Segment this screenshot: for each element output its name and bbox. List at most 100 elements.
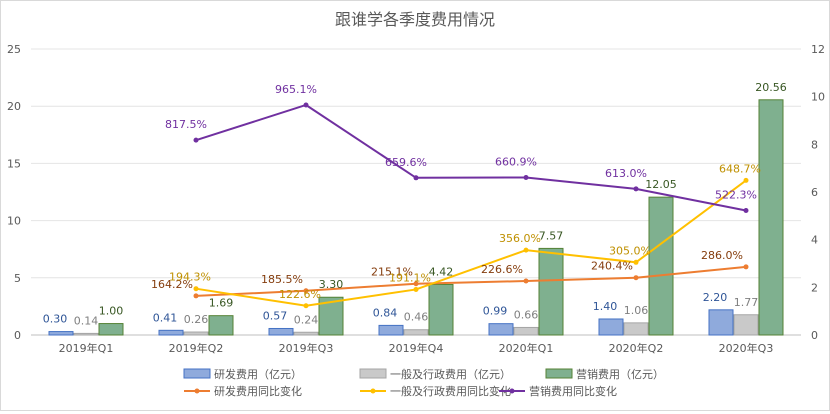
line-point	[743, 208, 749, 214]
x-tick-label: 2020年Q3	[719, 341, 774, 355]
line-point	[193, 293, 199, 299]
bar	[648, 196, 674, 336]
line-data-label: 613.0%	[605, 167, 647, 180]
bar-data-label: 20.56	[755, 81, 787, 94]
bar	[428, 283, 454, 336]
line-point	[743, 177, 749, 183]
bar	[268, 327, 294, 336]
bar	[158, 329, 184, 336]
bar-data-label: 0.14	[74, 314, 99, 327]
bar	[623, 322, 649, 336]
y-left-tick-label: 5	[14, 272, 21, 285]
line-point	[303, 288, 309, 294]
line-data-labels: 164.2% 185.5% 215.1% 226.6% 240.4% 286.0% 194.…	[151, 83, 761, 301]
x-tick-label: 2020年Q1	[499, 341, 554, 355]
line-point	[523, 174, 529, 180]
legend-swatch	[183, 368, 211, 379]
line-point	[193, 137, 199, 143]
line-data-label: 965.1%	[275, 83, 317, 96]
series-line	[195, 103, 747, 212]
legend-label: 营销费用同比变化	[529, 384, 617, 398]
legend-label: 一般及行政费用（亿元）	[390, 367, 511, 381]
gridlines	[31, 48, 801, 336]
bar	[208, 315, 234, 336]
bar	[403, 329, 429, 336]
bar	[98, 323, 124, 336]
bar-data-label: 0.41	[153, 311, 178, 324]
y-right-tick-label: 2	[811, 281, 818, 294]
line-point	[633, 275, 639, 281]
legend-marker	[509, 388, 515, 394]
line-data-label: 240.4%	[591, 260, 633, 273]
line-point	[523, 247, 529, 253]
line-data-label: 122.6%	[279, 288, 321, 301]
legend-item: 研发费用同比变化	[184, 384, 302, 398]
y-left-tick-label: 20	[7, 100, 21, 113]
y-left-tick-label: 10	[7, 215, 21, 228]
bar-data-label: 4.42	[429, 265, 454, 278]
legend-item: 一般及行政费用同比变化	[360, 384, 511, 398]
bar-data-label: 1.69	[209, 297, 234, 310]
x-tick-label: 2019年Q2	[169, 341, 224, 355]
line-data-label: 660.9%	[495, 155, 537, 168]
bar	[378, 324, 404, 336]
line-point	[413, 281, 419, 287]
line-series	[193, 102, 749, 309]
line-data-label: 164.2%	[151, 278, 193, 291]
legend-item: 营销费用（亿元）	[545, 367, 664, 381]
bar	[488, 323, 514, 336]
y-right-tick-label: 4	[811, 234, 818, 247]
bar-data-label: 3.30	[319, 278, 344, 291]
legend-label: 营销费用（亿元）	[576, 367, 664, 381]
line-point	[523, 278, 529, 284]
bar	[733, 314, 759, 336]
bar	[538, 247, 564, 336]
y-axis-left: 0 5 10 15 20 25	[7, 43, 21, 342]
line-point	[303, 303, 309, 309]
bar-data-label: 1.40	[593, 300, 618, 313]
bar-data-label: 1.00	[99, 305, 124, 318]
legend-label: 研发费用同比变化	[214, 384, 302, 398]
chart-title: 跟谁学各季度费用情况	[335, 10, 495, 29]
legend-label: 一般及行政费用同比变化	[390, 384, 511, 398]
line-data-label: 286.0%	[701, 249, 743, 262]
legend: 研发费用（亿元） 一般及行政费用（亿元） 营销费用（亿元） 研发费用同比变化 一般及行政…	[183, 367, 664, 398]
y-right-tick-label: 0	[811, 329, 818, 342]
line-point	[413, 175, 419, 181]
bar	[598, 318, 624, 336]
y-right-tick-label: 12	[811, 43, 825, 56]
bar-data-labels: 0.30 0.41 0.57 0.84 0.99 1.40 2.20 0.14 0.26 0.24…	[43, 81, 787, 328]
line-data-label: 194.3%	[169, 271, 211, 284]
legend-swatch	[545, 368, 573, 379]
legend-label: 研发费用（亿元）	[214, 367, 302, 381]
bar-data-label: 1.77	[734, 296, 759, 309]
x-tick-label: 2019年Q3	[279, 341, 334, 355]
line-data-label: 215.1%	[371, 266, 413, 279]
line-point	[303, 102, 309, 108]
bar	[48, 331, 74, 336]
line-data-label: 648.7%	[719, 162, 761, 175]
line-data-label: 522.3%	[715, 189, 757, 202]
y-right-tick-label: 6	[811, 186, 818, 199]
series-line	[195, 265, 747, 297]
y-left-tick-label: 0	[14, 329, 21, 342]
x-tick-label: 2020年Q2	[609, 341, 664, 355]
bar-data-label: 0.66	[514, 308, 539, 321]
legend-item: 一般及行政费用（亿元）	[359, 367, 511, 381]
legend-item: 研发费用（亿元）	[183, 367, 302, 381]
bar-data-label: 0.30	[43, 313, 68, 326]
y-right-tick-label: 10	[811, 91, 825, 104]
line-data-label: 817.5%	[165, 118, 207, 131]
bar	[293, 331, 319, 336]
bar-data-label: 0.57	[263, 309, 288, 322]
line-point	[413, 286, 419, 292]
bar-data-label: 2.20	[703, 291, 728, 304]
x-tick-label: 2019年Q4	[389, 341, 444, 355]
line-data-label: 659.6%	[385, 156, 427, 169]
legend-swatch	[359, 368, 387, 379]
bar-data-label: 12.05	[645, 178, 677, 191]
y-axis-right: 0 2 4 6 8 10 12	[811, 43, 825, 342]
y-left-tick-label: 25	[7, 43, 21, 56]
